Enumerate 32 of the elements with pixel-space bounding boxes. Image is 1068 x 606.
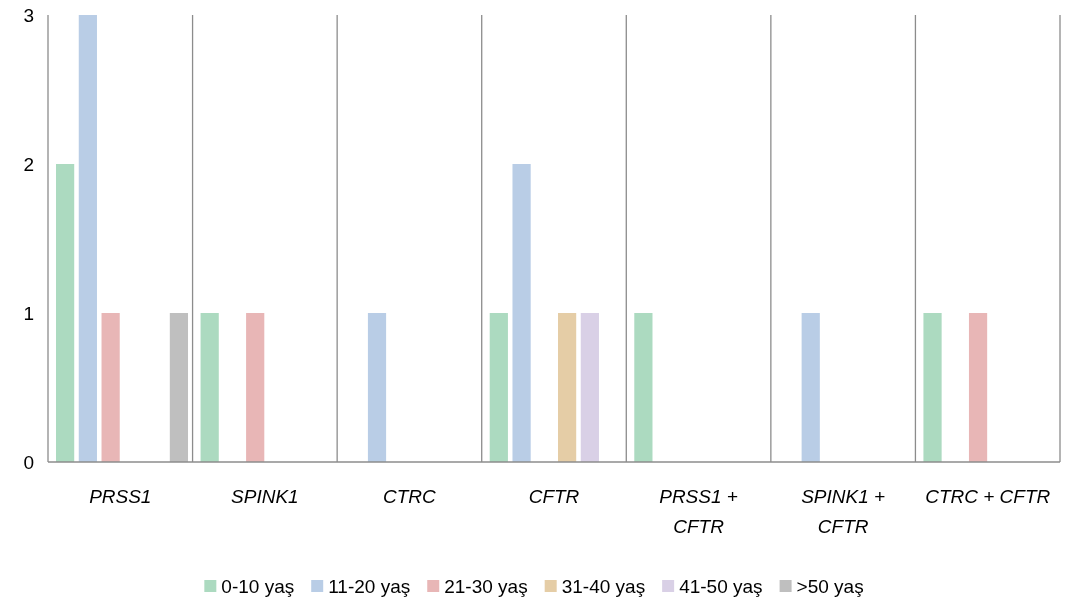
bar — [101, 313, 120, 462]
bar — [56, 164, 75, 462]
legend-label: 11-20 yaş — [328, 575, 411, 597]
bar — [78, 15, 97, 462]
legend-label: 21-30 yaş — [444, 575, 528, 597]
x-tick-label: CTRC + CFTR — [925, 486, 1051, 507]
bar — [246, 313, 265, 462]
y-tick-label: 2 — [23, 153, 34, 175]
x-tick-label: SPINK1 + CFTR — [801, 486, 886, 537]
legend-label: 0-10 yaş — [221, 575, 295, 597]
bar — [634, 313, 653, 462]
bar — [580, 313, 599, 462]
y-tick-label: 3 — [23, 4, 34, 26]
legend-label: 31-40 yaş — [561, 575, 646, 597]
legend-label: 41-50 yaş — [679, 575, 763, 597]
x-tick-label: CTRC — [383, 486, 437, 507]
bar — [801, 313, 820, 462]
y-tick-label: 1 — [23, 302, 34, 324]
bar — [968, 313, 988, 462]
bar — [558, 313, 577, 462]
bar — [489, 313, 508, 462]
x-tick-label: SPINK1 — [231, 486, 299, 507]
legend-label: >50 yaş — [796, 575, 864, 597]
x-tick-label: PRSS1 — [89, 486, 152, 507]
y-tick-label: 0 — [23, 451, 34, 473]
bar — [923, 313, 942, 462]
bar — [169, 313, 189, 462]
bar — [512, 164, 531, 462]
bar — [200, 313, 219, 462]
x-tick-label: PRSS1 + CFTR — [659, 486, 738, 537]
x-tick-label: CFTR — [528, 486, 580, 507]
bar — [367, 313, 387, 462]
